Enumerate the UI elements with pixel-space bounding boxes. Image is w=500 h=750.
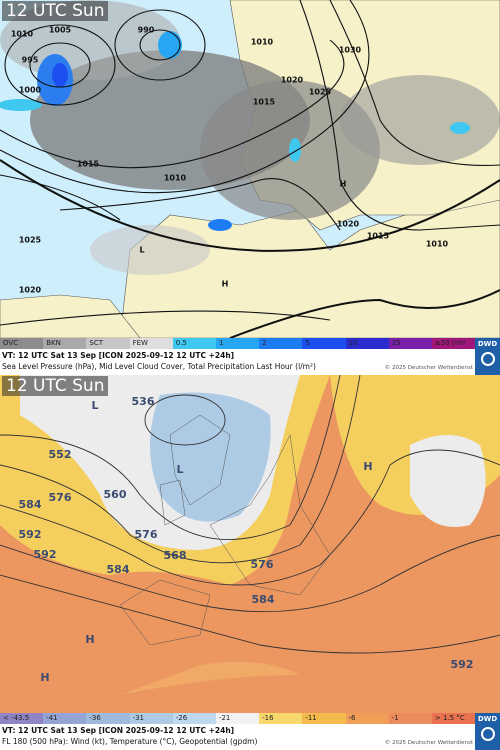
map-label: 560 (104, 488, 127, 501)
logo: DWD (475, 338, 500, 375)
info: VT: 12 UTC Sat 13 Sep [ICON 2025-09-12 1… (0, 724, 475, 750)
legend-entry: < -43.5 (0, 713, 44, 724)
map-label: 995 (22, 56, 39, 65)
map-label: 1025 (19, 236, 42, 245)
map-label: H (222, 280, 229, 289)
legend-entry: BKN (43, 338, 87, 349)
time-label: 12 UTC Sun (2, 376, 109, 396)
time-label: 12 UTC Sun (2, 1, 109, 21)
legend: < -43.5 -41 -36 -31 -26 -21 -16 -11 -6 -1 > 1.5 °C (0, 713, 476, 724)
map-label: 1000 (19, 86, 42, 95)
map-label: 576 (49, 491, 72, 504)
legend-entry: -1 (388, 713, 432, 724)
map-label: 1010 (251, 38, 274, 47)
legend-entry: SCT (86, 338, 130, 349)
logo-text: DWD (477, 340, 498, 348)
valid-time: VT: 12 UTC Sat 13 Sep [ICON 2025-09-12 1… (2, 351, 235, 360)
map-label: 1015 (253, 98, 276, 107)
map-label: 584 (19, 498, 42, 511)
info: VT: 12 UTC Sat 13 Sep [ICON 2025-09-12 1… (0, 349, 475, 375)
map-label: 1010 (426, 240, 449, 249)
map-label: 1010 (11, 30, 34, 39)
map-label: L (91, 399, 98, 412)
legend-entry: -11 (302, 713, 346, 724)
logo-text: DWD (477, 715, 498, 723)
panel: 552 576 584 592 560 568 576 584 592 576 584 536 592 H… (0, 375, 500, 750)
legend-entry: FEW (129, 338, 173, 349)
panel: 1010 1005 995 990 1000 1010 1030 1020 1025 1015 10… (0, 0, 500, 375)
map-label: 592 (19, 528, 42, 541)
map-label: 1015 (77, 160, 100, 169)
map-label: 584 (107, 563, 130, 576)
valid-time: VT: 12 UTC Sat 13 Sep [ICON 2025-09-12 1… (2, 726, 235, 735)
map-label: 576 (135, 528, 158, 541)
legend-entry: -26 (172, 713, 216, 724)
map-label: L (176, 463, 183, 476)
legend-entry: 1 (215, 338, 260, 349)
legend-entry: -31 (129, 713, 173, 724)
legend-entry: 5 (302, 338, 346, 349)
map-label: 592 (34, 548, 57, 561)
legend-entry: 0.5 (172, 338, 216, 349)
legend-entry: 2 (259, 338, 303, 349)
map: 552 576 584 592 560 568 576 584 592 576 584 536 592 H… (0, 375, 500, 713)
legend-entry: ≥50 l/m² (431, 338, 476, 349)
map-label: 536 (132, 395, 155, 408)
map-label: 1025 (309, 88, 332, 97)
map-label: 990 (138, 26, 155, 35)
map-label: 1010 (164, 174, 187, 183)
legend-entry: > 1.5 °C (431, 713, 476, 724)
legend-entry: -36 (86, 713, 130, 724)
legend-entry: 25 (388, 338, 432, 349)
map-label: H (40, 671, 49, 684)
map: 1010 1005 995 990 1000 1010 1030 1020 1025 1015 10… (0, 0, 500, 338)
legend-entry: -16 (259, 713, 303, 724)
map-label: H (85, 633, 94, 646)
map-label: H (363, 460, 372, 473)
logo: DWD (475, 713, 500, 750)
legend-entry: OVC (0, 338, 44, 349)
copyright: © 2025 Deutscher Wetterdienst (384, 740, 473, 746)
map-label: 584 (252, 593, 275, 606)
map-label: 592 (451, 658, 474, 671)
map-label: 1015 (367, 232, 390, 241)
map-label: 552 (49, 448, 72, 461)
description: FL 180 (500 hPa): Wind (kt), Temperature… (2, 737, 258, 746)
map-label: 1020 (337, 220, 360, 229)
map-label: 576 (251, 558, 274, 571)
map-label: 1005 (49, 26, 72, 35)
legend-entry: -21 (215, 713, 260, 724)
map-label: H (340, 180, 347, 189)
legend-entry: -41 (43, 713, 87, 724)
legend-entry: -6 (345, 713, 389, 724)
map-label: 1020 (19, 286, 42, 295)
map-label: L (139, 246, 144, 255)
description: Sea Level Pressure (hPa), Mid Level Clou… (2, 362, 316, 371)
map-label: 1020 (281, 76, 304, 85)
legend-entry: 10 (345, 338, 389, 349)
map-label: 1030 (339, 46, 362, 55)
legend: OVC BKN SCT FEW 0.5 1 2 5 10 25 ≥50 l/m² (0, 338, 476, 349)
map-label: 568 (164, 549, 187, 562)
copyright: © 2025 Deutscher Wetterdienst (384, 365, 473, 371)
